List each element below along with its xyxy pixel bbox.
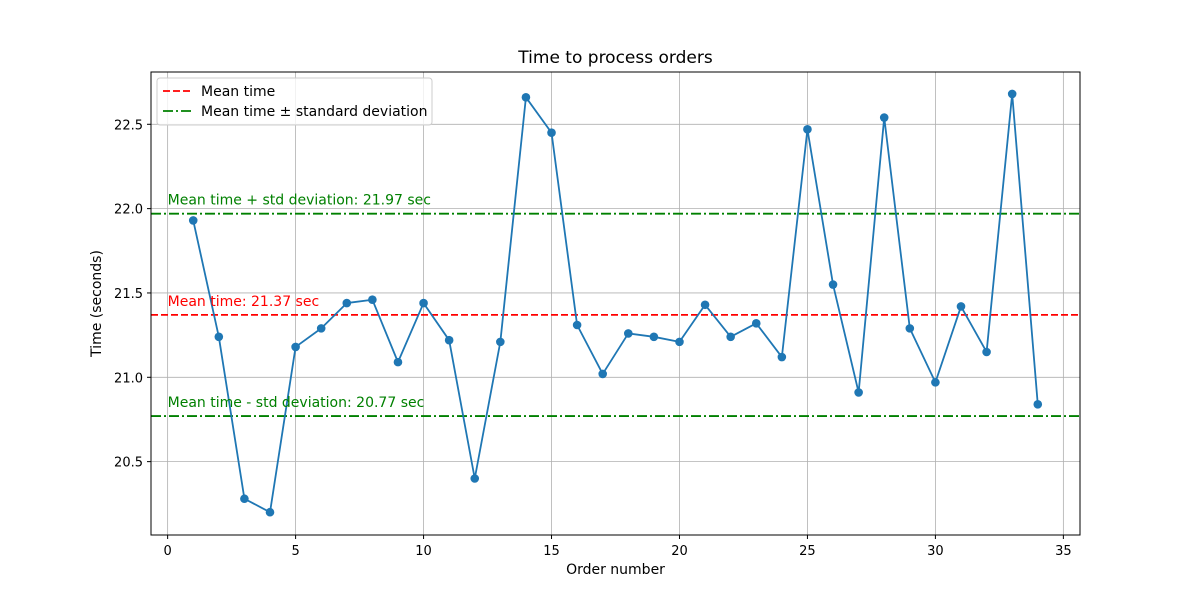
x-tick-label: 30	[927, 544, 944, 559]
data-point	[905, 324, 915, 333]
data-point	[828, 280, 838, 289]
data-point	[726, 332, 735, 342]
y-axis-label: Time (seconds)	[89, 250, 105, 358]
data-point	[1033, 399, 1043, 409]
y-ticks: 20.5 21.0 21.5 22.0 22.5	[114, 118, 151, 471]
data-point	[982, 347, 991, 357]
reference-line-annotation: Mean time: 21.37 sec	[168, 294, 320, 310]
x-tick-label: 35	[1055, 544, 1072, 559]
data-point	[854, 388, 863, 397]
x-tick-label: 0	[163, 544, 171, 559]
legend-label: Mean time ± standard deviation	[201, 104, 427, 120]
data-point	[547, 128, 556, 138]
data-point	[521, 93, 531, 102]
reference-line-annotation: Mean time - std deviation: 20.77 sec	[168, 395, 425, 411]
y-tick-label: 22.0	[114, 203, 143, 218]
data-point	[316, 324, 326, 333]
data-point	[956, 302, 966, 311]
data-point	[623, 329, 633, 338]
data-point	[342, 298, 352, 308]
annotations: Mean time: 21.37 sec Mean time + std devi…	[168, 193, 431, 411]
data-point	[291, 342, 300, 352]
data-point	[803, 125, 812, 134]
series-line	[192, 93, 1039, 514]
data-point	[368, 295, 377, 305]
data-point	[751, 319, 761, 328]
y-tick-label: 21.5	[114, 287, 143, 302]
y-tick-label: 21.0	[114, 371, 143, 386]
x-tick-label: 20	[671, 544, 688, 559]
series-layer	[188, 89, 1043, 517]
data-point	[649, 332, 659, 342]
x-tick-label: 25	[799, 544, 816, 559]
data-point	[470, 474, 480, 483]
data-point	[777, 352, 787, 362]
data-point	[188, 216, 198, 225]
data-point	[214, 332, 224, 342]
data-point	[675, 337, 684, 347]
reference-lines	[151, 212, 1080, 417]
data-point	[598, 369, 608, 379]
grid	[151, 72, 1080, 535]
data-point	[1007, 89, 1017, 99]
x-axis-label: Order number	[566, 562, 665, 578]
y-tick-label: 22.5	[114, 118, 143, 133]
data-point	[572, 320, 582, 330]
x-tick-label: 15	[543, 544, 560, 559]
legend-box	[156, 77, 433, 126]
x-ticks: 0 5 10 15 20 25 30 35	[163, 535, 1072, 559]
legend-label: Mean time	[201, 84, 275, 100]
data-point	[879, 113, 889, 122]
x-tick-label: 10	[415, 544, 432, 559]
data-point	[393, 357, 403, 367]
data-point	[444, 335, 454, 345]
data-point	[419, 298, 428, 308]
plot-frame	[150, 71, 1081, 536]
data-point	[931, 378, 940, 387]
chart-title: Time to process orders	[517, 48, 713, 68]
legend: Mean time Mean time ± standard deviation	[156, 77, 433, 126]
y-tick-label: 20.5	[114, 456, 143, 471]
data-point	[700, 300, 710, 310]
x-tick-label: 5	[291, 544, 299, 559]
reference-line-annotation: Mean time + std deviation: 21.97 sec	[168, 193, 431, 209]
data-point	[496, 337, 505, 347]
data-point	[265, 507, 275, 517]
data-point	[240, 494, 249, 504]
